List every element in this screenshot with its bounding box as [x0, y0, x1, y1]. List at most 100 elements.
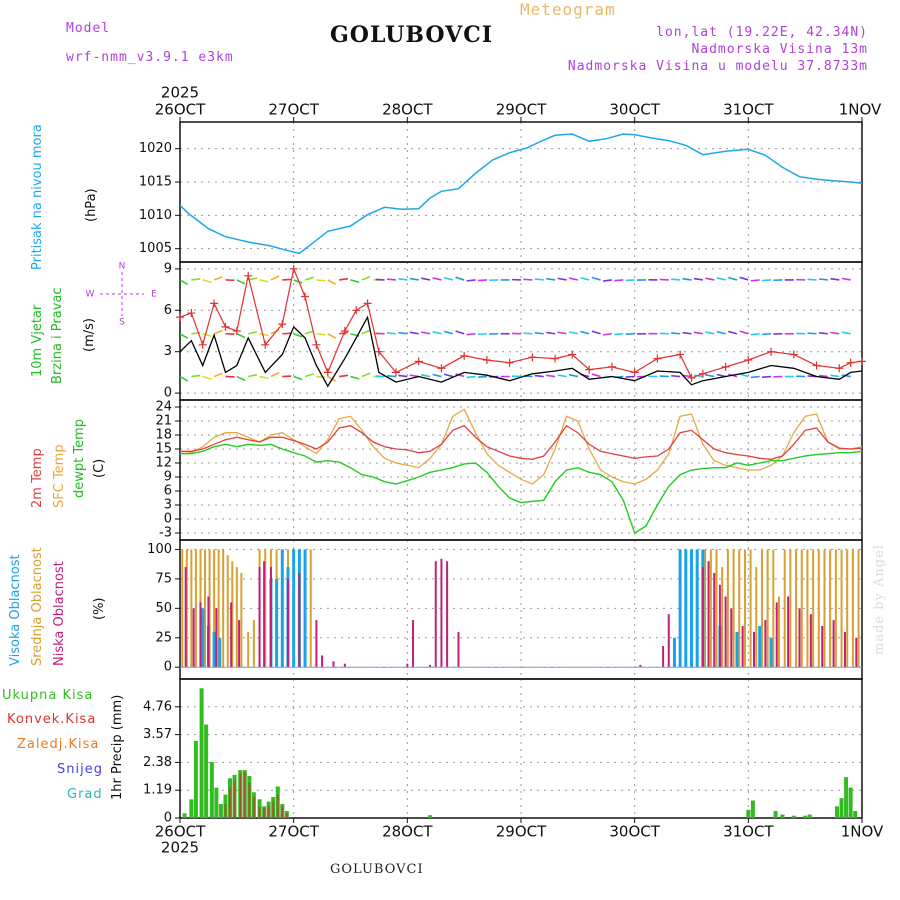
conv-precip-bar	[248, 782, 251, 818]
mid-cloud-bar	[749, 549, 752, 668]
total-precip-bar	[218, 803, 223, 818]
mid-cloud-bar	[806, 549, 809, 668]
mid-cloud-bar	[795, 549, 798, 668]
wind-gust-marker	[176, 313, 184, 322]
low-cloud-bar	[321, 655, 324, 668]
low-cloud-bar	[429, 664, 432, 668]
wind-direction-arrow	[546, 277, 556, 281]
total-precip-bar	[807, 814, 812, 818]
cloud-label-high: Visoka Oblacnost	[8, 554, 23, 666]
wind-direction-arrow	[466, 332, 476, 336]
wind-direction-arrow	[602, 279, 613, 282]
wind-direction-arrow	[693, 331, 703, 335]
wind-direction-arrow	[557, 277, 567, 281]
model-elevation-label: Nadmorska Visina u modelu 37.8733m	[567, 59, 868, 74]
high-cloud-bar	[684, 549, 688, 668]
cloud-tick-label: 100	[147, 542, 172, 557]
wind-direction-arrow	[671, 374, 681, 378]
top-date-label: 27OCT	[268, 101, 319, 119]
high-cloud-bar	[672, 637, 676, 668]
mid-cloud-bar	[755, 567, 758, 668]
wind-tick-label: 6	[164, 303, 172, 318]
wind-direction-arrow	[191, 374, 201, 378]
wind-direction-arrow	[580, 330, 590, 335]
top-date-label: 1NOV	[839, 101, 882, 119]
mid-cloud-bar	[846, 549, 849, 668]
mid-cloud-bar	[309, 549, 312, 668]
wind-direction-arrow	[236, 333, 246, 339]
mid-cloud-bar	[857, 549, 860, 668]
mid-cloud-bar	[766, 549, 769, 668]
wind-direction-arrow	[762, 375, 772, 378]
mid-cloud-bar	[252, 620, 255, 668]
mid-cloud-bar	[194, 549, 197, 668]
wind-direction-arrow	[443, 373, 454, 378]
legend-total-rain: Ukupna Kisa	[2, 688, 94, 703]
wind-direction-arrow	[682, 331, 692, 335]
model-label: Model	[66, 21, 111, 36]
wind-gust-marker	[687, 373, 696, 382]
wind-direction-arrow	[432, 373, 442, 378]
total-precip-bar	[214, 787, 219, 818]
wind-direction-arrow	[477, 279, 487, 282]
low-cloud-bar	[263, 561, 266, 668]
mid-cloud-bar	[264, 549, 267, 668]
cloud-tick-label: 0	[164, 660, 172, 675]
wind-direction-arrow	[386, 278, 397, 281]
wind-direction-arrow	[202, 279, 212, 284]
wind-direction-arrow	[762, 332, 772, 336]
wind-direction-arrow	[466, 279, 476, 282]
legend-hail: Grad	[67, 787, 103, 802]
mid-cloud-bar	[709, 549, 712, 668]
total-precip-bar	[848, 787, 853, 818]
cloud-tick-label: 25	[155, 630, 172, 645]
total-precip-bar	[746, 809, 751, 818]
top-date-label: 28OCT	[382, 101, 433, 119]
high-cloud-bar	[769, 637, 773, 668]
wind-direction-arrow	[179, 375, 189, 382]
wind-direction-arrow	[409, 277, 419, 281]
wind-direction-arrow	[293, 279, 303, 284]
wind-direction-arrow	[293, 375, 303, 381]
wind-direction-arrow	[236, 279, 246, 285]
wind-direction-arrow	[591, 276, 601, 281]
temp-tick-label: 0	[164, 512, 172, 527]
wind-direction-arrow	[443, 276, 454, 281]
mid-cloud-bar	[812, 549, 815, 668]
wind-direction-arrow	[705, 277, 715, 281]
wind-direction-arrow	[591, 330, 601, 335]
wind-gust-marker	[232, 327, 241, 335]
wind-direction-arrow	[350, 375, 360, 380]
wind-direction-arrow	[179, 279, 189, 286]
wind-direction-arrow	[534, 278, 544, 281]
wind-direction-arrow	[546, 374, 556, 378]
wind-direction-arrow	[705, 374, 715, 378]
meteogram-title: Meteogram	[520, 0, 616, 19]
wind-direction-arrow	[807, 278, 817, 281]
cloud-label-mid: Srednja Oblacnost	[30, 547, 45, 666]
precip-tick-label: 0	[164, 811, 172, 826]
cloud-tick-label: 75	[155, 571, 172, 586]
wind-gust-marker	[352, 306, 361, 315]
temp-label-2m: 2m Temp	[30, 448, 45, 508]
top-date-label: 30OCT	[609, 101, 660, 119]
mid-cloud-bar	[217, 549, 220, 668]
wind-gust-marker	[278, 320, 287, 329]
low-cloud-bar	[440, 558, 443, 668]
wind-direction-arrow	[421, 374, 431, 378]
footer-station: GOLUBOVCI	[330, 862, 424, 877]
wind-gust-marker	[221, 322, 230, 331]
wind-gust-marker	[767, 347, 776, 356]
conv-precip-bar	[281, 806, 284, 818]
wind-direction-arrow	[259, 375, 269, 380]
total-precip-bar	[750, 800, 755, 818]
wind-direction-arrow	[466, 375, 476, 379]
wind-gust-marker	[244, 271, 253, 280]
mid-cloud-bar	[213, 549, 216, 668]
bottom-date-label: 1NOV	[841, 823, 884, 841]
wind-gust-marker	[568, 350, 577, 359]
wind-gust-marker	[460, 351, 469, 360]
wind-direction-arrow	[455, 276, 465, 281]
pressure-tick-label: 1020	[139, 141, 172, 156]
